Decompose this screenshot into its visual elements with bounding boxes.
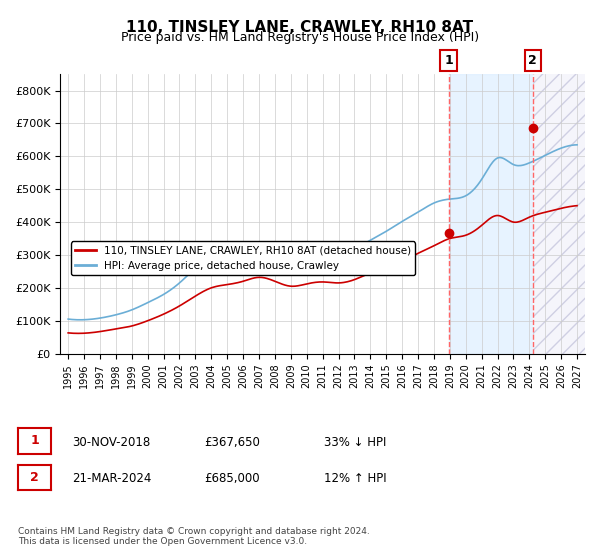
- Text: 33% ↓ HPI: 33% ↓ HPI: [324, 436, 386, 449]
- Bar: [533, 74, 585, 353]
- Text: 2: 2: [30, 471, 39, 484]
- Text: 1: 1: [444, 54, 453, 67]
- Text: 1: 1: [30, 435, 39, 447]
- Text: 12% ↑ HPI: 12% ↑ HPI: [324, 472, 386, 486]
- Text: £367,650: £367,650: [204, 436, 260, 449]
- Bar: [449, 74, 533, 353]
- Bar: [533, 74, 585, 353]
- Text: £685,000: £685,000: [204, 472, 260, 486]
- Text: 2: 2: [529, 54, 537, 67]
- Text: Contains HM Land Registry data © Crown copyright and database right 2024.
This d: Contains HM Land Registry data © Crown c…: [18, 526, 370, 546]
- Text: Price paid vs. HM Land Registry's House Price Index (HPI): Price paid vs. HM Land Registry's House …: [121, 31, 479, 44]
- Text: 110, TINSLEY LANE, CRAWLEY, RH10 8AT: 110, TINSLEY LANE, CRAWLEY, RH10 8AT: [127, 20, 473, 35]
- Text: 30-NOV-2018: 30-NOV-2018: [72, 436, 150, 449]
- Text: 21-MAR-2024: 21-MAR-2024: [72, 472, 151, 486]
- Legend: 110, TINSLEY LANE, CRAWLEY, RH10 8AT (detached house), HPI: Average price, detac: 110, TINSLEY LANE, CRAWLEY, RH10 8AT (de…: [71, 241, 415, 275]
